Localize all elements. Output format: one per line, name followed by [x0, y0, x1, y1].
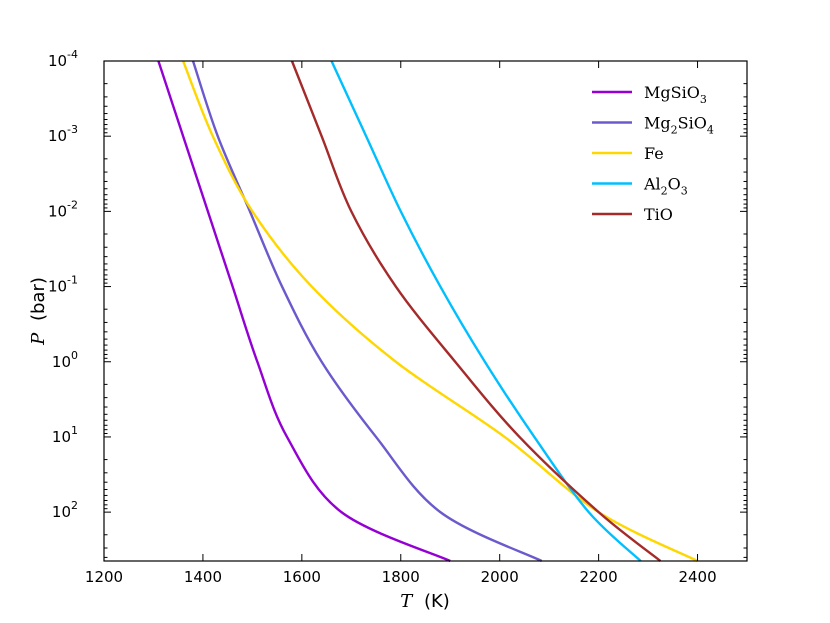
plot-area [104, 61, 747, 561]
y-tick-label: 10-1 [48, 274, 78, 296]
series-line-mgsio3 [157, 60, 451, 563]
legend-label-tio: TiO [644, 205, 673, 224]
legend-label-sub: 2 [661, 185, 668, 198]
x-tick-label: 2000 [481, 568, 519, 586]
y-tick-base: 10 [48, 52, 67, 70]
y-tick-exponent: 1 [71, 424, 78, 437]
series-line-tio [290, 60, 662, 562]
x-tick-label: 2200 [580, 568, 618, 586]
legend-label-main: TiO [644, 205, 673, 224]
x-tick-label: 1600 [283, 568, 321, 586]
y-axis-title: P (bar) [28, 277, 49, 346]
series-line-al2o3 [330, 60, 642, 562]
legend-label-mg2sio4: Mg2SiO4 [644, 114, 714, 137]
legend-label-main: Mg [644, 114, 671, 133]
x-axis-unit: (K) [424, 591, 450, 612]
x-tick-label: 1800 [382, 568, 420, 586]
legend-label-sub: 3 [700, 93, 707, 106]
x-tick-label: 2400 [678, 568, 716, 586]
legend-label-tail: O [668, 175, 681, 194]
series-line-mg2sio4 [191, 60, 543, 563]
plot-frame [103, 60, 748, 562]
legend-label-tail: SiO [678, 114, 707, 133]
y-tick-label: 100 [52, 349, 78, 371]
x-axis-symbol: T [400, 591, 414, 612]
series-layer [157, 60, 699, 563]
legend-label-main: Fe [644, 144, 664, 163]
legend-label-mgsio3: MgSiO3 [644, 83, 707, 106]
y-tick-base: 10 [48, 278, 67, 296]
y-tick-base: 10 [48, 202, 67, 220]
y-axis-unit: (bar) [28, 277, 49, 321]
y-tick-exponent: 2 [71, 499, 78, 512]
y-tick-label: 10-4 [48, 48, 78, 70]
legend-label-sub2: 4 [707, 124, 714, 137]
y-tick-exponent: -1 [67, 274, 78, 287]
legend-label-sub2: 3 [681, 185, 688, 198]
x-tick-label: 1400 [184, 568, 222, 586]
y-tick-base: 10 [52, 353, 71, 371]
x-axis-title: T (K) [400, 591, 450, 612]
y-tick-label: 10-3 [48, 123, 78, 145]
y-tick-label: 102 [52, 499, 78, 521]
y-tick-exponent: -2 [67, 198, 78, 211]
legend-label-main: Al [643, 175, 661, 194]
y-tick-exponent: 0 [71, 349, 78, 362]
y-tick-exponent: -4 [67, 48, 78, 61]
y-tick-base: 10 [52, 428, 71, 446]
y-tick-label: 101 [52, 424, 78, 446]
x-axis-ticks: 1200 1400 1600 1800 2000 2200 2400 [85, 61, 717, 586]
y-tick-base: 10 [48, 127, 67, 145]
y-tick-exponent: -3 [67, 123, 78, 136]
y-axis-symbol: P [28, 332, 49, 346]
y-tick-base: 10 [52, 503, 71, 521]
y-tick-label: 10-2 [48, 198, 78, 220]
legend-label-fe: Fe [644, 144, 664, 163]
legend-label-sub: 2 [671, 124, 678, 137]
x-tick-label: 1200 [85, 568, 123, 586]
legend-label-al2o3: Al2O3 [643, 175, 688, 198]
legend-label-main: MgSiO [644, 83, 700, 102]
